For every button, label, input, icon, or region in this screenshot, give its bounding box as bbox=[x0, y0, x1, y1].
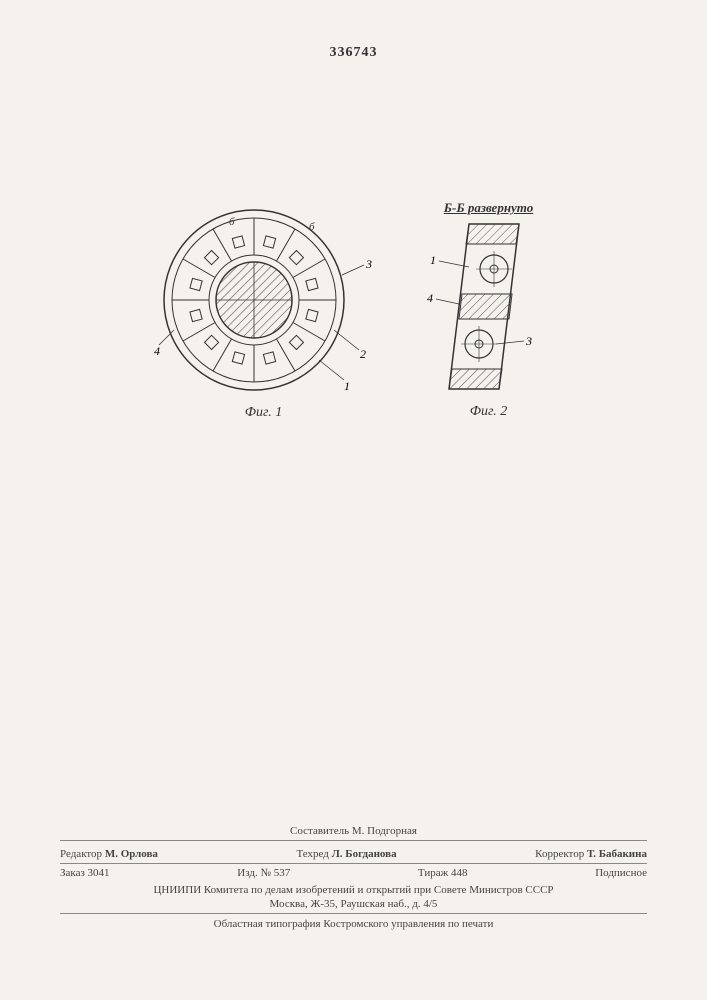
credits-row: Редактор М. Орлова Техред Л. Богданова К… bbox=[60, 845, 647, 864]
fig1-callout-2: 2 bbox=[360, 347, 366, 361]
circulation-cell: Тираж 448 bbox=[418, 867, 468, 879]
address-line: Москва, Ж-35, Раушская наб., д. 4/5 bbox=[60, 898, 647, 914]
order-cell: Заказ 3041 bbox=[60, 867, 110, 879]
committee-line: ЦНИИПИ Комитета по делам изобретений и о… bbox=[60, 882, 647, 898]
figure-1-wrapper: 3 2 1 4 б б Фиг. 1 bbox=[154, 200, 374, 421]
fig1-callout-3: 3 bbox=[365, 257, 372, 271]
figure-2-title: Б-Б развернуто bbox=[444, 200, 534, 216]
svg-text:б: б bbox=[309, 221, 315, 233]
figure-2-wrapper: Б-Б развернуто 1 bbox=[424, 200, 554, 420]
svg-text:б: б bbox=[229, 216, 235, 228]
fig2-callout-1: 1 bbox=[430, 253, 436, 267]
edition-cell: Изд. № 537 bbox=[237, 867, 290, 879]
fig1-callout-4: 4 bbox=[154, 344, 160, 358]
figure-2-caption: Фиг. 2 bbox=[470, 404, 508, 420]
compiler-line: Составитель М. Подгорная bbox=[60, 825, 647, 841]
subscription-cell: Подписное bbox=[595, 867, 647, 879]
fig2-callout-4: 4 bbox=[427, 291, 433, 305]
typography-line: Областная типография Костромского управл… bbox=[60, 914, 647, 930]
order-row: Заказ 3041 Изд. № 537 Тираж 448 Подписно… bbox=[60, 864, 647, 882]
figure-2-svg: 1 4 3 bbox=[424, 219, 554, 399]
editor-cell: Редактор М. Орлова bbox=[60, 848, 158, 860]
page-number: 336743 bbox=[330, 45, 378, 61]
figures-container: 3 2 1 4 б б Фиг. 1 Б-Б развернуто bbox=[0, 200, 707, 421]
techred-cell: Техред Л. Богданова bbox=[296, 848, 396, 860]
fig1-callout-1: 1 bbox=[344, 379, 350, 393]
fig2-callout-3: 3 bbox=[525, 334, 532, 348]
figure-1-caption: Фиг. 1 bbox=[245, 405, 283, 421]
corrector-cell: Корректор Т. Бабакина bbox=[535, 848, 647, 860]
figure-1-svg: 3 2 1 4 б б bbox=[154, 200, 374, 400]
footer-block: Составитель М. Подгорная Редактор М. Орл… bbox=[60, 825, 647, 930]
